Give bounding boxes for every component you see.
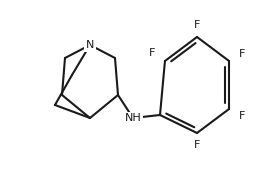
Text: F: F xyxy=(239,111,245,121)
Text: F: F xyxy=(149,49,156,58)
Text: N: N xyxy=(86,40,94,50)
Text: F: F xyxy=(194,140,200,150)
Text: F: F xyxy=(194,20,200,30)
Text: NH: NH xyxy=(125,113,141,123)
Text: F: F xyxy=(239,49,245,59)
